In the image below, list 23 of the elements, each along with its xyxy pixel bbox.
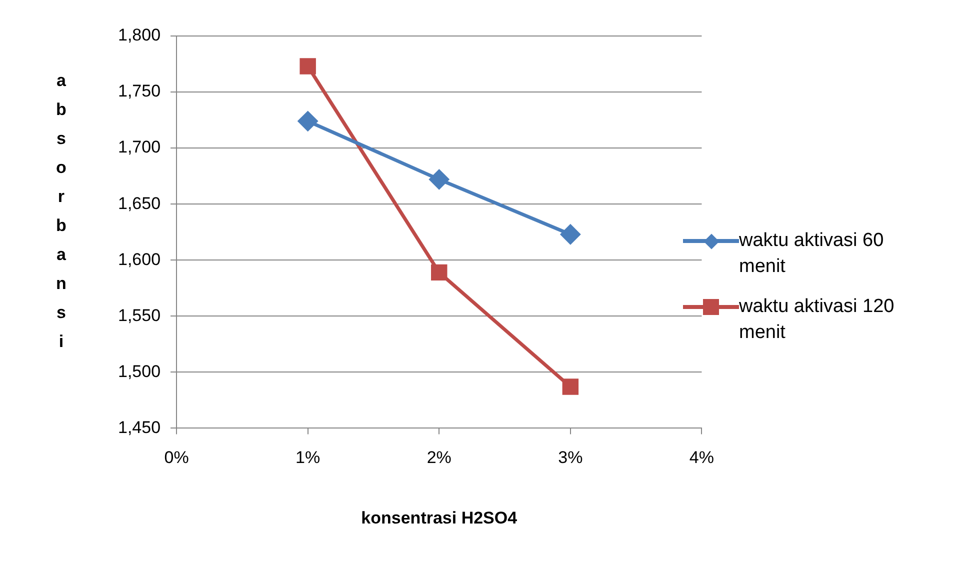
point [560,224,580,244]
x-axis-title: konsentrasi H2SO4 [361,508,518,528]
point [562,378,579,395]
point [298,111,318,131]
x-tick-label: 2% [426,448,452,468]
y-tick-label: 1,600 [118,250,161,269]
point [431,264,448,281]
legend-label: waktu aktivasi 120 menit [739,295,896,345]
y-tick-label: 1,500 [118,362,161,381]
y-tick-label: 1,800 [118,26,161,45]
x-tick-label: 1% [296,448,320,468]
x-tick-label: 3% [558,448,583,468]
y-tick-label: 1,450 [118,418,161,437]
text: absorbansi [56,71,66,351]
legend-label: waktu aktivasi 60 menit [739,229,885,279]
point [300,58,316,74]
point [429,170,449,190]
y-tick-label: 1,650 [118,194,161,213]
y-tick-label: 1,550 [118,306,161,325]
y-tick-label: 1,700 [118,138,161,157]
y-tick-label: 1,750 [118,82,161,101]
x-tick-label: 4% [689,448,714,468]
x-tick-label: 0% [164,448,189,468]
